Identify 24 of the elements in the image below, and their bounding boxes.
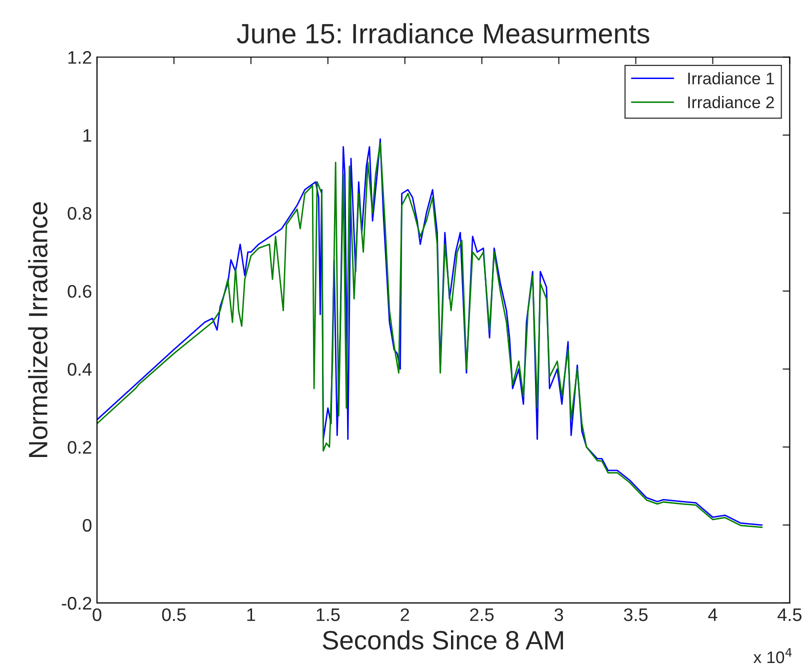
y-tick-label: 0.8 <box>68 207 92 220</box>
y-tick-label: 0.6 <box>68 284 92 298</box>
x-tick-label: 0.5 <box>162 608 186 622</box>
x-axis-title: Seconds Since 8 AM <box>322 630 563 650</box>
y-tick-label: 1 <box>83 129 92 142</box>
x-tick-label: 2.5 <box>470 608 494 622</box>
x-tick-label: 4 <box>708 608 718 621</box>
x-tick-label: 2 <box>400 608 409 621</box>
x-tick-label: 4.5 <box>778 608 802 622</box>
y-tick-label: 0.2 <box>68 440 92 454</box>
x-tick-label: 3.5 <box>624 608 648 622</box>
y-axis-title: Normalized Irradiance <box>28 202 48 457</box>
x-tick-label: 0 <box>92 608 102 622</box>
y-tick-label: 1.2 <box>68 51 92 64</box>
x-tick-label: 1 <box>247 608 256 621</box>
y-tick-label: -0.2 <box>62 596 92 610</box>
legend-label: Irradiance 2 <box>688 96 774 108</box>
y-tick-label: 0.4 <box>68 362 92 376</box>
x-tick-label: 1.5 <box>316 608 340 622</box>
text: x 10$^{4}$ <box>753 648 792 664</box>
y-tick-label: 0 <box>82 518 92 532</box>
legend-label: Irradiance 1 <box>688 72 774 84</box>
chart-title: June 15: Irradiance Measurments <box>236 23 650 44</box>
x-tick-label: 3 <box>554 608 564 622</box>
